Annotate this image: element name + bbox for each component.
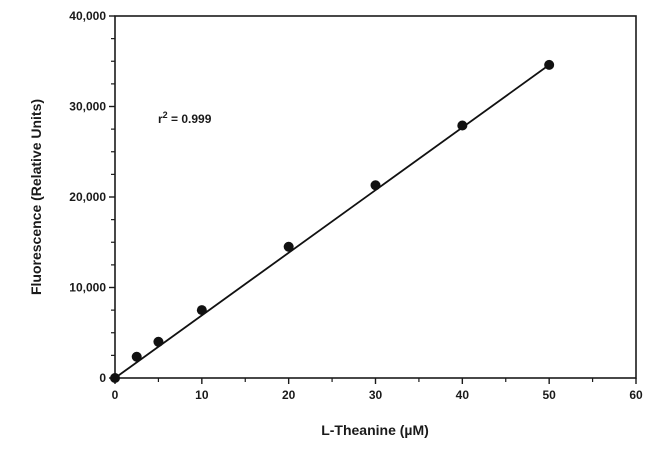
x-tick-label: 60 [629,388,643,402]
y-axis-title: Fluorescence (Relative Units) [28,99,44,295]
data-point [110,373,120,383]
data-point [283,241,294,252]
fit-line-layer [114,64,550,379]
y-axis-ticks: 0 10,000 20,000 30,000 40,000 [69,9,115,385]
data-point [153,336,164,347]
data-point [457,120,468,131]
fit-line [114,64,550,379]
data-point [544,59,555,70]
x-tick-label: 30 [369,388,383,402]
data-point [196,305,207,316]
data-point [131,351,142,362]
y-tick-label: 20,000 [69,190,106,204]
x-tick-label: 40 [456,388,470,402]
y-tick-label: 10,000 [69,281,106,295]
data-point [370,180,381,191]
plot-frame [114,15,637,379]
x-tick-label: 0 [112,388,119,402]
y-tick-label: 40,000 [69,9,106,23]
x-tick-label: 20 [282,388,296,402]
x-axis-title: L-Theanine (µM) [321,422,429,438]
r-squared-base: r [158,112,163,126]
y-tick-label: 30,000 [69,100,106,114]
y-tick-label: 0 [99,371,106,385]
r-squared-value: = 0.999 [168,112,212,126]
r-squared-annotation: r2 = 0.999 [158,110,212,126]
x-axis-ticks: 0 10 20 30 40 50 60 [112,378,643,402]
x-tick-label: 50 [542,388,556,402]
r-squared-superscript: 2 [163,110,168,120]
x-tick-label: 10 [195,388,209,402]
data-points [110,59,555,383]
